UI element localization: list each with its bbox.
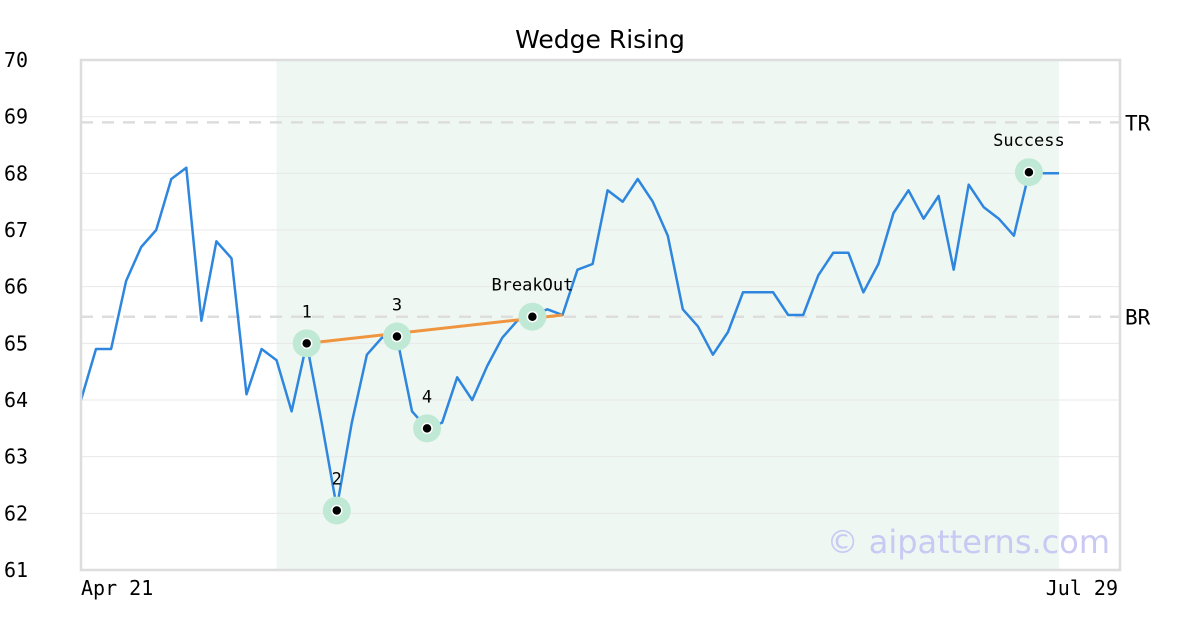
point-label-3: 3 xyxy=(392,296,402,316)
point-label-breakout: BreakOut xyxy=(491,276,573,296)
y-tick-label: 62 xyxy=(4,501,28,525)
reference-label-tr: TR xyxy=(1125,111,1151,135)
plot-frame xyxy=(79,58,1122,572)
y-tick-label: 63 xyxy=(4,445,28,469)
x-tick-label-start: Apr 21 xyxy=(81,576,153,600)
point-marker-breakout xyxy=(526,310,539,323)
y-tick-label: 70 xyxy=(4,48,28,72)
pattern-range-band xyxy=(276,60,1060,570)
y-tick-label: 65 xyxy=(4,331,28,355)
point-label-1: 1 xyxy=(302,302,312,322)
y-tick-label: 67 xyxy=(4,218,28,242)
point-marker-1 xyxy=(300,337,313,350)
point-marker-3 xyxy=(391,330,403,343)
point-label-success: Success xyxy=(993,131,1065,151)
y-tick-label: 68 xyxy=(4,161,28,185)
y-tick-label: 64 xyxy=(4,388,28,412)
price-series-line xyxy=(79,166,1059,509)
point-label-2: 2 xyxy=(332,470,342,490)
chart-title: Wedge Rising xyxy=(515,25,685,54)
reference-label-br: BR xyxy=(1125,306,1151,330)
point-marker-success xyxy=(1023,166,1035,178)
point-label-4: 4 xyxy=(422,387,432,407)
point-marker-4 xyxy=(421,422,433,435)
y-tick-label: 69 xyxy=(4,105,28,129)
y-tick-label: 66 xyxy=(4,275,28,299)
y-tick-label: 61 xyxy=(4,558,28,582)
point-marker-2 xyxy=(331,504,343,517)
watermark: © aipatterns.com xyxy=(827,523,1110,561)
x-tick-label-end: Jul 29 xyxy=(1046,576,1118,600)
